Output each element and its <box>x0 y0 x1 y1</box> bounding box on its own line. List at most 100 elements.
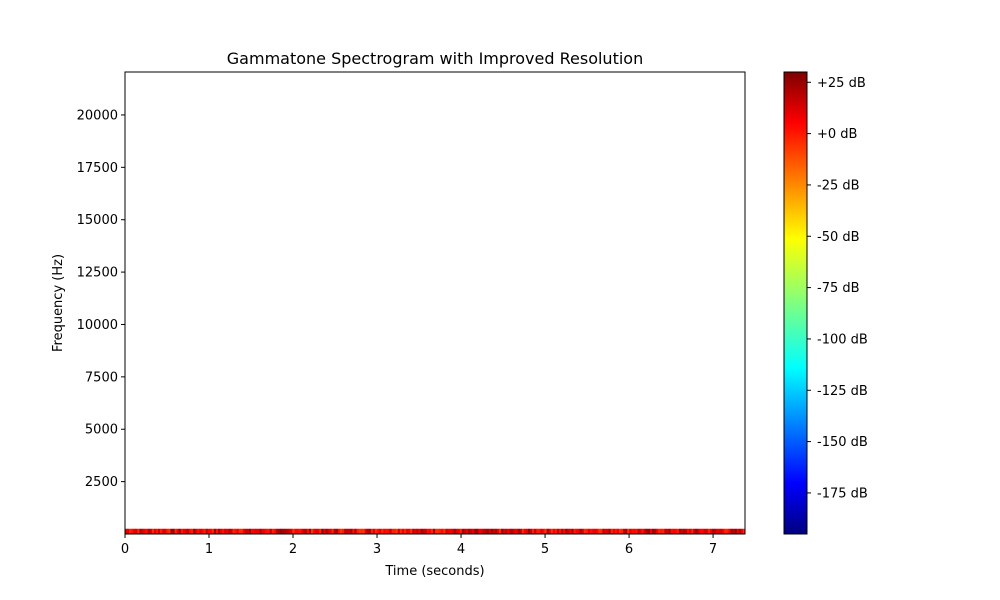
heatmap-cell <box>678 528 682 534</box>
heatmap-cell <box>377 528 380 534</box>
heatmap-cell <box>430 528 434 534</box>
heatmap-cell <box>306 528 310 534</box>
heatmap-cell <box>736 528 740 534</box>
heatmap-cell <box>428 528 432 534</box>
heatmap-cell <box>645 528 649 534</box>
x-axis: 0 1 2 3 4 5 6 7 <box>121 534 717 557</box>
heatmap-cell <box>466 528 469 534</box>
heatmap-cell <box>379 528 382 534</box>
x-axis-label: Time (seconds) <box>384 564 484 579</box>
colorbar-tick-label: -50 dB <box>817 230 860 245</box>
heatmap-cell <box>643 528 647 534</box>
heatmap-cell <box>693 528 696 534</box>
heatmap-cell <box>211 528 215 534</box>
heatmap-cell <box>187 528 190 534</box>
heatmap-cell <box>244 528 248 534</box>
heatmap-cell <box>331 528 335 534</box>
heatmap-cell <box>463 528 467 534</box>
heatmap-cell <box>325 528 328 534</box>
heatmap-cell <box>683 528 686 534</box>
heatmap-cell <box>730 528 733 534</box>
heatmap-cell <box>652 528 655 534</box>
heatmap-cell <box>313 528 316 534</box>
heatmap-cell <box>393 528 397 534</box>
heatmap-cell <box>486 528 490 534</box>
colorbar-tick-label: +25 dB <box>817 76 866 91</box>
heatmap-cell <box>265 528 268 534</box>
heatmap-cell <box>660 528 663 534</box>
heatmap-cell <box>220 528 223 534</box>
heatmap-cell <box>711 528 715 534</box>
heatmap-cell <box>296 528 299 534</box>
heatmap-cell <box>437 528 440 534</box>
heatmap-cell <box>280 528 283 534</box>
heatmap-cell <box>319 528 322 534</box>
heatmap-cell <box>311 528 314 534</box>
heatmap-cell <box>503 528 506 534</box>
heatmap-cell <box>585 528 589 534</box>
heatmap-cell <box>612 528 616 534</box>
y-tick-label: 15000 <box>77 213 118 228</box>
heatmap-cell <box>639 528 642 534</box>
heatmap-cell <box>321 528 324 534</box>
heatmap-cell <box>563 528 566 534</box>
heatmap-cell <box>631 528 634 534</box>
heatmap-cell <box>720 528 723 534</box>
heatmap-cell <box>180 528 184 534</box>
heatmap-cell <box>271 528 275 534</box>
heatmap-cell <box>435 528 438 534</box>
heatmap-cell <box>618 528 622 534</box>
heatmap-cell <box>168 528 171 534</box>
heatmap-cell <box>614 528 618 534</box>
heatmap-cell <box>203 528 206 534</box>
heatmap-cell <box>714 528 717 534</box>
heatmap-cell <box>478 528 481 534</box>
heatmap-cell <box>532 528 535 534</box>
heatmap-cell <box>600 528 603 534</box>
heatmap-cell <box>474 528 477 534</box>
heatmap-cell <box>164 528 167 534</box>
heatmap-cell <box>242 528 246 534</box>
heatmap-cell <box>705 528 709 534</box>
heatmap-cell <box>226 528 229 534</box>
heatmap-cell <box>408 528 411 534</box>
heatmap-cell <box>166 528 169 534</box>
heatmap-cell <box>515 528 518 534</box>
heatmap-cell <box>172 528 175 534</box>
heatmap-cell <box>461 528 465 534</box>
heatmap-cell <box>505 528 508 534</box>
heatmap-cell <box>668 528 671 534</box>
heatmap-cell <box>559 528 562 534</box>
heatmap-cell <box>253 528 256 534</box>
heatmap-cell <box>664 528 667 534</box>
heatmap-cell <box>368 528 372 534</box>
heatmap-cell <box>647 528 651 534</box>
heatmap-cell <box>728 528 731 534</box>
heatmap-cell <box>131 528 134 534</box>
heatmap-cell <box>443 528 446 534</box>
heatmap-cell <box>323 528 326 534</box>
colorbar-tick-label: -25 dB <box>817 178 860 193</box>
heatmap-cell <box>145 528 149 534</box>
heatmap-cell <box>472 528 475 534</box>
heatmap-cell <box>565 528 568 534</box>
heatmap-cell <box>519 528 523 534</box>
heatmap-cell <box>490 528 494 534</box>
heatmap-cell <box>364 528 368 534</box>
heatmap-cell <box>598 528 601 534</box>
heatmap-cell <box>455 528 459 534</box>
heatmap-cell <box>494 528 498 534</box>
heatmap-cell <box>552 528 556 534</box>
heatmap-cell <box>581 528 585 534</box>
heatmap-cell <box>344 528 347 534</box>
heatmap-cell <box>544 528 547 534</box>
y-axis: 2500 5000 7500 10000 12500 15000 17500 20000 <box>77 108 125 490</box>
heatmap-cell <box>424 528 428 534</box>
colorbar-tick-label: -175 dB <box>817 486 868 501</box>
heatmap-cell <box>707 528 711 534</box>
heatmap-cell <box>156 528 159 534</box>
heatmap-cell <box>236 528 239 534</box>
heatmap-cell <box>701 528 704 534</box>
heatmap-cell <box>637 528 640 534</box>
